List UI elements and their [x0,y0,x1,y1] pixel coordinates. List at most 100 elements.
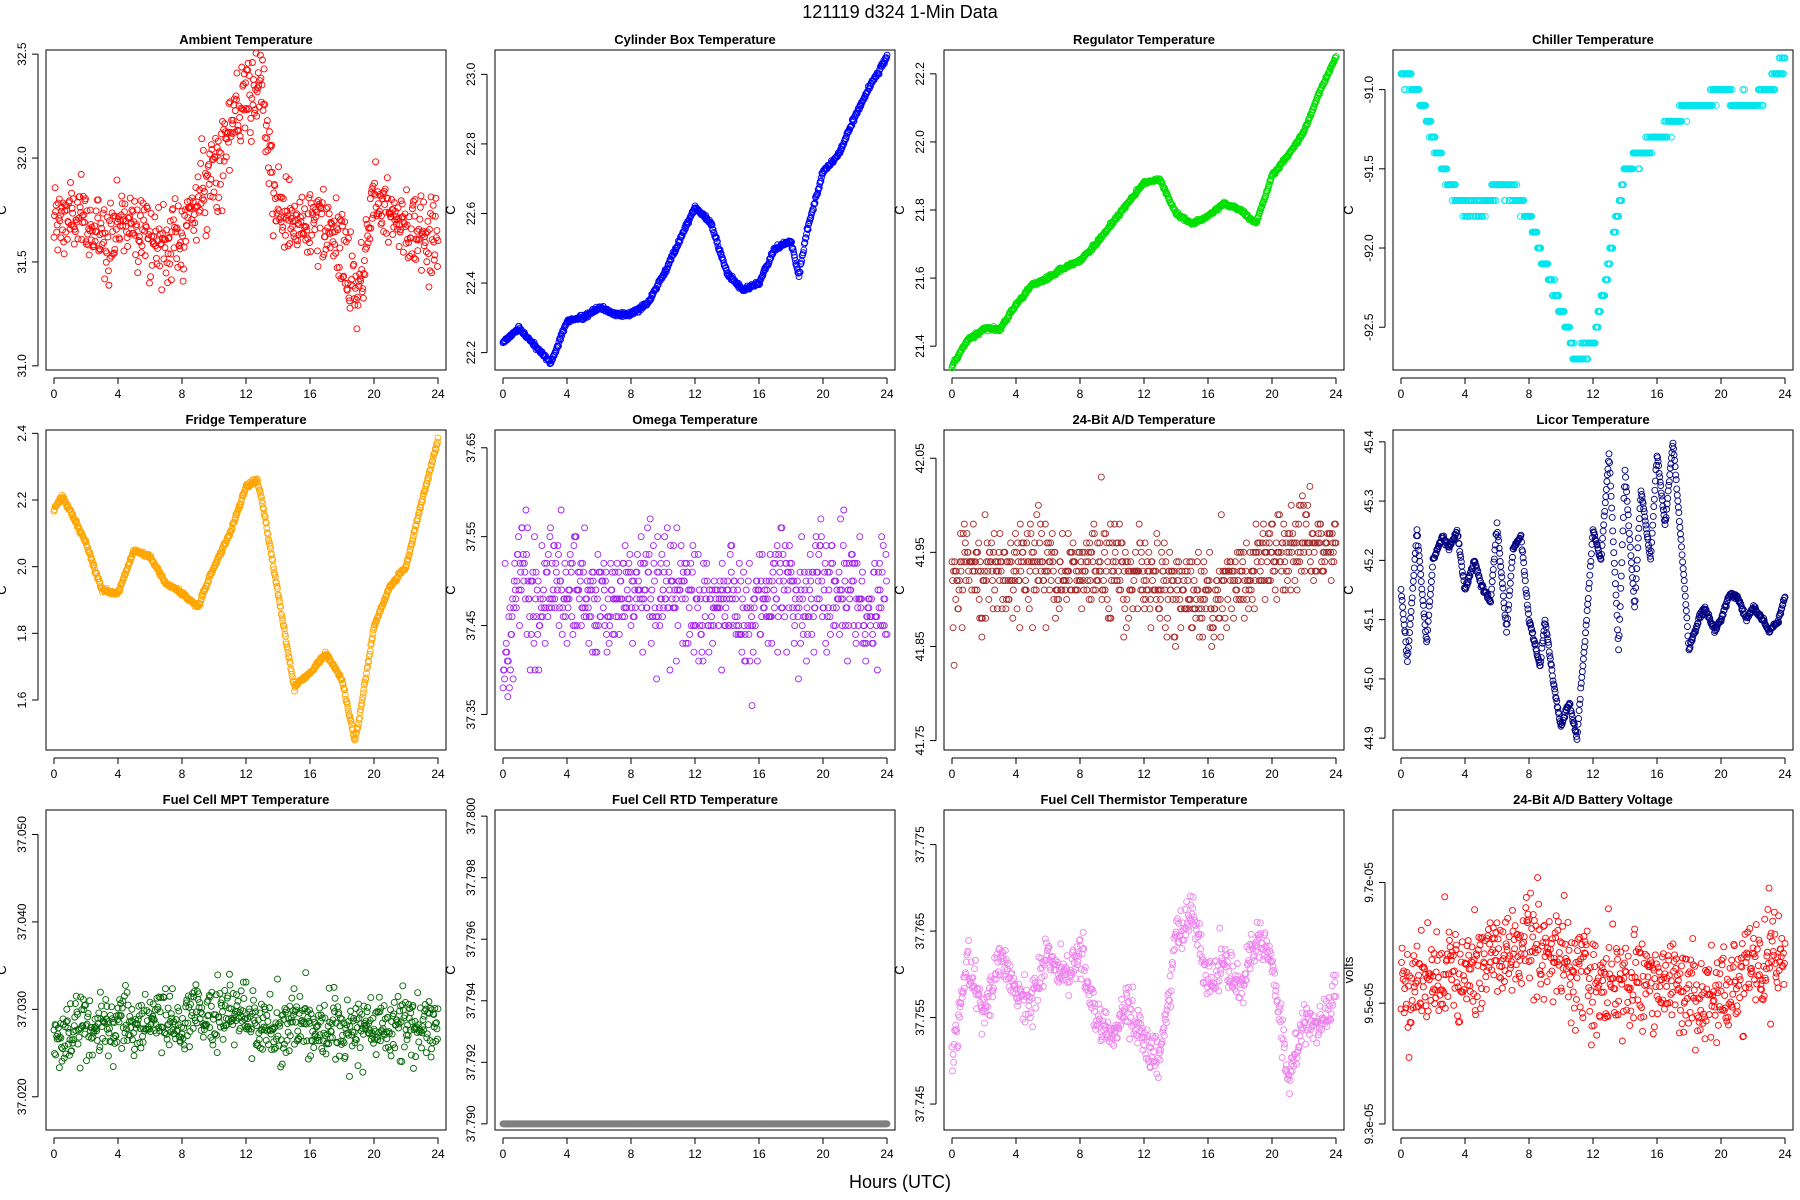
data-point [975,595,983,603]
data-point [224,138,232,146]
data-point [653,285,661,293]
x-tick-label: 20 [816,387,830,401]
data-point [213,203,221,211]
data-point [394,204,402,212]
data-point [99,229,106,237]
data-point [637,533,645,541]
data-point [836,630,843,638]
data-point [546,533,554,541]
data-point [216,157,224,165]
data-point [658,550,666,558]
data-point [104,267,112,275]
data-point [651,577,658,585]
data-point [855,106,863,113]
data-point [192,184,200,192]
data-point [55,195,63,203]
data-point [182,237,190,245]
data-point [797,639,805,647]
data-point [406,252,414,260]
data-point [291,202,298,210]
data-point [420,198,428,206]
data-point [721,613,729,621]
data-point [410,197,417,205]
data-point [547,524,554,532]
data-point [268,141,276,149]
data-point [225,99,233,107]
data-point [231,107,239,115]
data-point [335,263,343,271]
data-point [354,301,362,309]
data-point [298,193,306,201]
data-point [827,630,834,638]
data-series [1397,54,1789,363]
data-point [840,506,848,514]
data-point [1176,595,1184,603]
data-point [779,550,787,558]
data-point [207,175,215,183]
data-point [197,160,205,167]
data-point [135,237,143,244]
data-point [338,210,346,218]
data-point [988,539,995,547]
data-point [883,51,891,59]
data-point [653,675,661,683]
x-tick-label: 4 [115,387,122,401]
data-point [745,630,753,638]
data-point [252,49,260,57]
data-point [101,275,109,283]
data-point [1058,530,1066,537]
data-point [52,201,60,209]
data-point [342,228,350,236]
data-point [266,128,273,136]
data-point [600,559,608,567]
data-point [189,198,197,206]
data-point [1153,530,1161,537]
data-point [790,251,798,259]
data-point [557,336,565,343]
data-point [182,221,190,229]
data-point [199,146,207,154]
data-point [204,171,212,179]
data-point [260,65,268,73]
data-point [499,684,507,692]
data-point [745,559,753,567]
x-tick-label: 12 [1137,387,1151,401]
data-point [280,243,288,251]
data-point [878,568,886,576]
data-point [759,272,767,280]
data-point [823,648,831,656]
data-point [629,639,637,647]
plot-frame [45,49,447,371]
data-point [647,639,655,647]
data-point [359,294,367,302]
data-point [293,210,301,218]
data-point [1026,567,1034,575]
data-point [334,226,342,234]
data-point [799,249,807,257]
data-point [363,220,371,228]
data-point [1042,624,1050,632]
data-point [708,613,715,621]
x-tick-label: 16 [752,767,766,781]
data-point [201,209,209,217]
data-point [1130,577,1138,585]
data-point [1158,548,1166,556]
y-tick-label: 22.6 [464,201,478,225]
data-point [850,117,858,125]
data-point [1156,614,1164,622]
data-point [667,256,675,264]
data-point [347,281,355,289]
data-point [262,121,270,129]
y-tick-label: 41.75 [913,725,927,755]
data-point [422,248,430,256]
data-point [407,225,415,233]
data-point [769,568,777,576]
data-point [788,245,796,252]
data-point [303,226,311,234]
data-point [713,237,721,245]
data-point [1016,624,1024,632]
data-point [173,255,181,263]
